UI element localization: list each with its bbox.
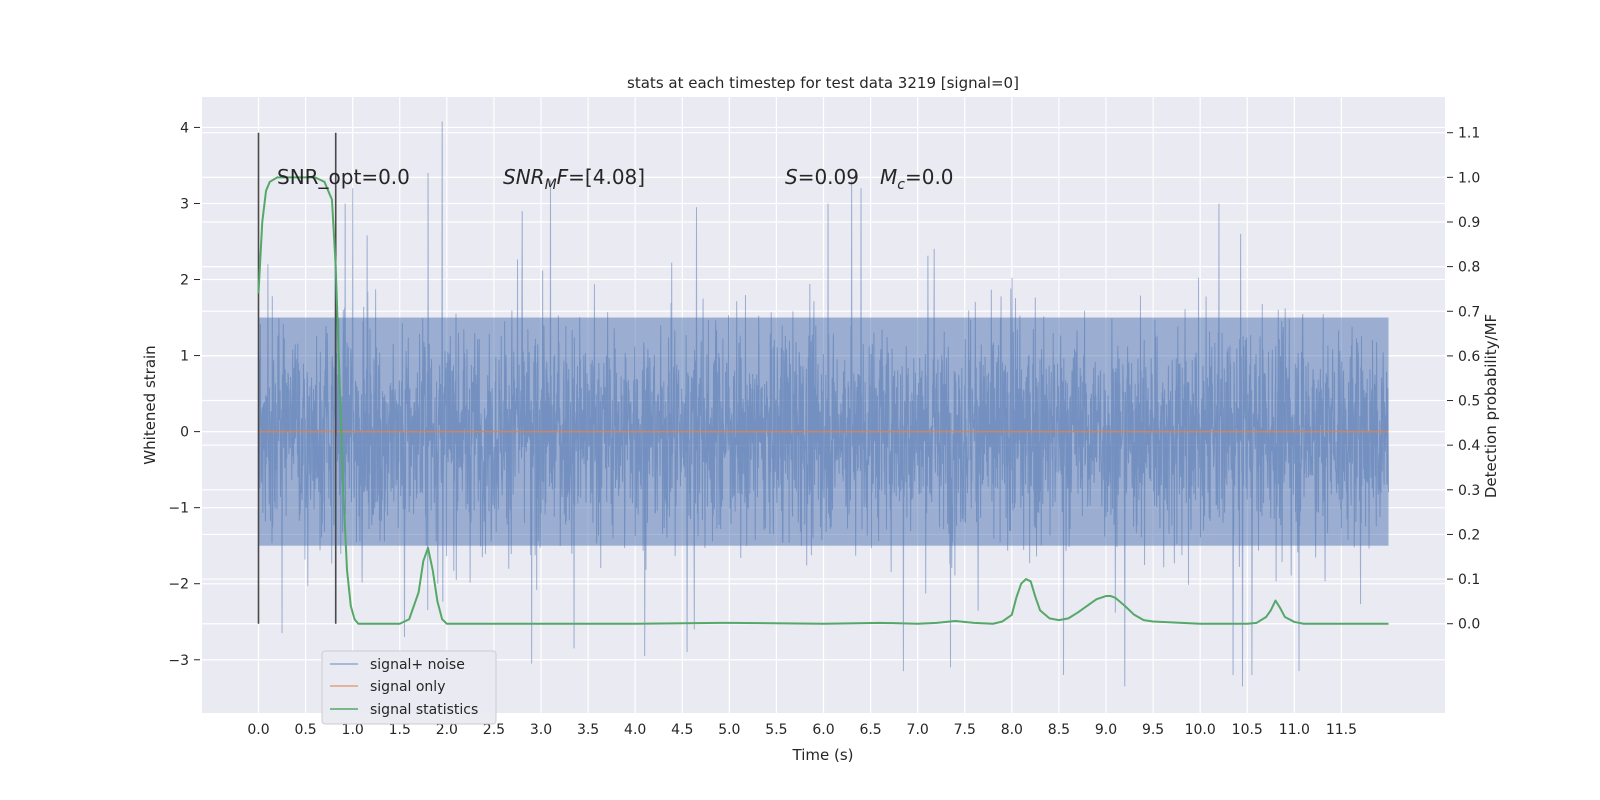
x-tick-label: 3.5 xyxy=(577,722,599,738)
y2-tick-label: 0.4 xyxy=(1458,438,1480,454)
legend-label-stats: signal statistics xyxy=(370,702,478,718)
y2-tick-labels: 0.0 0.1 0.2 0.3 0.4 0.5 0.6 0.7 0.8 0.9 1.0 1.1 xyxy=(1447,126,1480,633)
s-value: =0.09 xyxy=(798,165,859,189)
y-tick-label: −1 xyxy=(168,501,189,517)
x-tick-label: 1.5 xyxy=(389,722,411,738)
y2-tick-label: 0.8 xyxy=(1458,260,1480,276)
x-tick-label: 7.0 xyxy=(907,722,929,738)
annotation-snr-mf: SNRMF=[4.08] xyxy=(503,165,645,193)
y-tick-label: −3 xyxy=(168,653,189,669)
stats-series xyxy=(257,176,1389,625)
x-tick-label: 2.0 xyxy=(436,722,458,738)
y-tick-label: 2 xyxy=(180,273,189,289)
x-axis-title: Time (s) xyxy=(792,746,854,764)
legend-box xyxy=(321,650,497,725)
y2-tick-label: 0.9 xyxy=(1458,215,1480,231)
x-tick-label: 0.5 xyxy=(294,722,316,738)
x-tick-label: 11.5 xyxy=(1326,722,1357,738)
x-tick-label: 8.5 xyxy=(1048,722,1070,738)
annotation-snr-opt: SNR_opt=0.0 xyxy=(277,165,410,189)
y2-tick-label: 0.3 xyxy=(1458,483,1480,499)
x-tick-label: 4.5 xyxy=(671,722,693,738)
legend: signal+ noise signal only signal statist… xyxy=(321,650,497,725)
y2-tick-label: 0.0 xyxy=(1458,617,1480,633)
x-tick-label: 6.0 xyxy=(812,722,834,738)
x-tick-label: 5.0 xyxy=(718,722,740,738)
mc-subscript: c xyxy=(897,177,905,193)
y2-tick-label: 1.0 xyxy=(1458,170,1480,186)
legend-label-signal: signal only xyxy=(370,679,445,695)
y-axis-title: Whitened strain xyxy=(141,345,159,464)
annotation-mc: Mc=0.0 xyxy=(880,165,954,193)
x-tick-label: 10.0 xyxy=(1185,722,1216,738)
y2-tick-label: 0.1 xyxy=(1458,572,1480,588)
snr-mf-suffix: =[4.08] xyxy=(568,165,645,189)
x-tick-labels: 0.0 0.5 1.0 1.5 2.0 2.5 3.0 3.5 4.0 4.5 5.0 5.5 6.0 6… xyxy=(247,722,1357,738)
x-tick-label: 8.0 xyxy=(1001,722,1023,738)
x-tick-label: 7.5 xyxy=(954,722,976,738)
x-tick-label: 0.0 xyxy=(247,722,269,738)
x-tick-label: 3.0 xyxy=(530,722,552,738)
annotation-s: S=0.09 xyxy=(785,165,859,189)
snr-mf-subscript: M xyxy=(545,177,557,193)
snr-mf-prefix: SNR xyxy=(503,165,545,189)
x-tick-label: 1.0 xyxy=(342,722,364,738)
x-tick-label: 6.5 xyxy=(859,722,881,738)
y-tick-label: 1 xyxy=(180,349,189,365)
x-tick-label: 5.5 xyxy=(765,722,787,738)
chart-title: stats at each timestep for test data 321… xyxy=(627,74,1019,92)
stats-line xyxy=(257,176,1389,625)
noise-line xyxy=(258,121,1389,687)
y-tick-labels: −3 −2 −1 0 1 2 3 4 xyxy=(168,120,200,669)
x-tick-label: 2.5 xyxy=(483,722,505,738)
mc-label: M xyxy=(880,165,897,189)
y2-tick-label: 0.5 xyxy=(1458,394,1480,410)
x-tick-label: 9.0 xyxy=(1095,722,1117,738)
mc-value: =0.0 xyxy=(905,165,954,189)
y-tick-label: 3 xyxy=(180,196,189,212)
y2-tick-label: 0.7 xyxy=(1458,304,1480,320)
x-tick-label: 10.5 xyxy=(1232,722,1263,738)
y2-axis-title: Detection probability/MF xyxy=(1482,314,1500,498)
s-label: S xyxy=(785,165,798,189)
y2-tick-label: 0.6 xyxy=(1458,349,1480,365)
y2-tick-label: 1.1 xyxy=(1458,126,1480,142)
y2-tick-label: 0.2 xyxy=(1458,527,1480,543)
vertical-markers xyxy=(257,132,337,624)
legend-label-noise: signal+ noise xyxy=(370,657,465,673)
y-tick-label: 4 xyxy=(180,120,189,136)
snr-mf-suffix-italic: F xyxy=(557,165,569,189)
x-tick-label: 9.5 xyxy=(1142,722,1164,738)
x-tick-label: 4.0 xyxy=(624,722,646,738)
x-tick-label: 11.0 xyxy=(1279,722,1310,738)
y-tick-label: 0 xyxy=(180,425,189,441)
y-tick-label: −2 xyxy=(168,577,189,593)
